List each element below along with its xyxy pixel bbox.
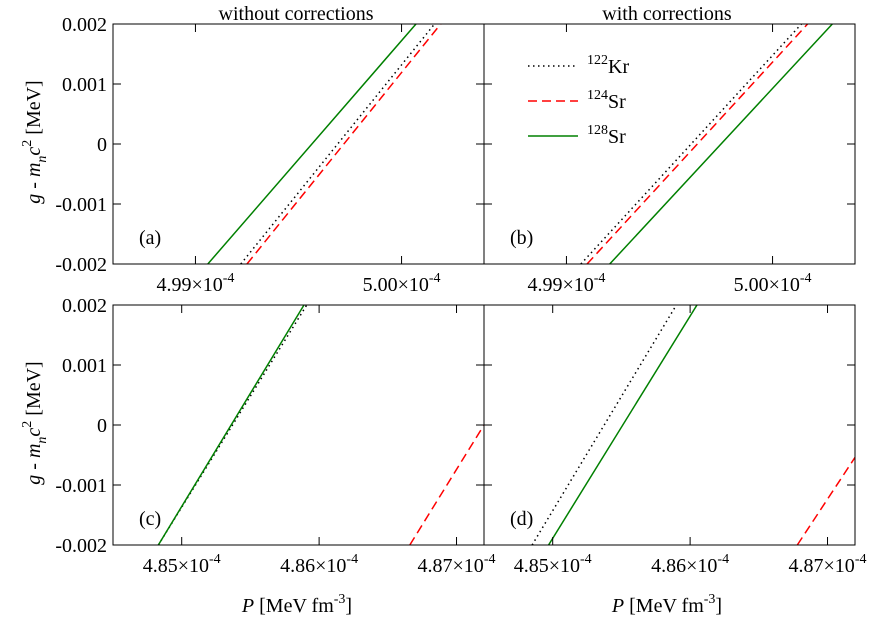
column-title-left: without corrections [219, 3, 374, 25]
x-tick-label: 4.86×10-4 [651, 552, 729, 577]
x-tick-label: 4.85×10-4 [143, 552, 221, 577]
svg-text:P [MeV fm-3]: P [MeV fm-3] [611, 592, 722, 617]
series-lines [157, 305, 484, 545]
legend: 122Kr 124Sr 128Sr [528, 53, 629, 148]
y-axis-label-top: g - mnc2 [MeV] [20, 80, 50, 203]
series-line-124Sr [796, 456, 855, 545]
plot-panels: -0.002 -0.001 0 0.001 0.002 4.99×10-4 5.00×10-… [55, 14, 866, 577]
series-lines [531, 305, 855, 545]
panel-label: (c) [139, 508, 161, 530]
y-tick-label: 0 [97, 134, 107, 156]
plot-frame [112, 23, 485, 265]
y-tick-label: 0.002 [62, 295, 107, 317]
series-line-122Kr [240, 24, 436, 264]
panel-2: 4.99×10-4 5.00×10-4 (b) 122Kr 124Sr 128Sr [483, 23, 856, 296]
x-axis-label-left: P [MeV fm-3] [241, 592, 352, 617]
series-lines [580, 24, 833, 264]
x-axis-label-right: P [MeV fm-3] [611, 592, 722, 617]
svg-text:g - mnc2 [MeV]: g - mnc2 [MeV] [20, 80, 50, 203]
svg-text:g - mnc2 [MeV]: g - mnc2 [MeV] [20, 361, 50, 484]
panel-label: (b) [510, 227, 533, 249]
column-title-right: with corrections [602, 3, 732, 25]
series-line-124Sr [246, 24, 442, 264]
x-tick-label: 5.00×10-4 [734, 271, 812, 296]
panel-label: (a) [139, 227, 161, 249]
panel-1: -0.002 -0.001 0 0.001 0.002 4.99×10-4 5.00×10-… [55, 14, 485, 296]
series-line-122Kr [531, 305, 678, 545]
y-tick-label: 0.001 [62, 74, 107, 96]
series-line-128Sr [547, 305, 698, 545]
x-tick-label: 4.99×10-4 [527, 271, 605, 296]
series-line-124Sr [586, 24, 809, 264]
svg-text:P [MeV fm-3]: P [MeV fm-3] [241, 592, 352, 617]
y-tick-label: -0.002 [55, 535, 107, 557]
series-line-128Sr [157, 305, 305, 545]
y-tick-label: -0.002 [55, 254, 107, 276]
y-tick-label: 0.002 [62, 14, 107, 36]
x-tick-label: 4.99×10-4 [156, 271, 234, 296]
plot-frame [483, 304, 856, 546]
panel-label: (d) [510, 508, 533, 530]
y-tick-label: 0 [97, 415, 107, 437]
series-line-128Sr [609, 24, 833, 264]
panel-4: 4.85×10-4 4.86×10-4 4.87×10-4 (d) [483, 304, 867, 577]
legend-label-128Sr: 128Sr [587, 123, 626, 148]
y-tick-label: 0.001 [62, 355, 107, 377]
panel-3: -0.002 -0.001 0 0.001 0.002 4.85×10-4 4.86×10-… [55, 295, 495, 577]
series-line-128Sr [207, 24, 417, 264]
plot-frame [112, 304, 485, 546]
series-line-122Kr [157, 305, 308, 545]
y-tick-label: -0.001 [55, 194, 107, 216]
x-tick-label: 4.86×10-4 [280, 552, 358, 577]
y-tick-label: -0.001 [55, 475, 107, 497]
series-line-124Sr [409, 424, 484, 545]
y-axis-label-bottom: g - mnc2 [MeV] [20, 361, 50, 484]
x-tick-label: 4.85×10-4 [514, 552, 592, 577]
legend-label-122Kr: 122Kr [587, 53, 629, 78]
x-tick-label: 4.87×10-4 [418, 552, 496, 577]
legend-label-124Sr: 124Sr [587, 88, 626, 113]
x-tick-label: 4.87×10-4 [789, 552, 867, 577]
x-tick-label: 5.00×10-4 [363, 271, 441, 296]
series-lines [207, 24, 442, 264]
